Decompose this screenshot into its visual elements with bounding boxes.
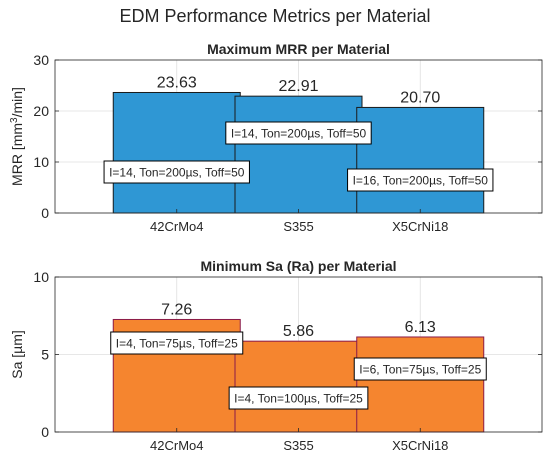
annotation-label: I=4, Ton=100µs, Toff=25: [234, 392, 363, 406]
chart-panel-1: 23.63 22.91 20.70 0 10 20 30 42CrMo4 S355 X5CrNi1…: [9, 41, 543, 234]
annotation-label: I=16, Ton=200µs, Toff=50: [353, 174, 489, 188]
y-tick-label: 30: [33, 52, 49, 68]
x-tick-label: 42CrMo4: [150, 219, 203, 234]
data-label: 20.70: [400, 89, 440, 106]
x-tick-label: S355: [283, 219, 313, 234]
annotation-label: I=14, Ton=200µs, Toff=50: [109, 166, 245, 180]
chart-panel-2: 7.26 5.86 6.13 0 5 10 42CrMo4 S355 X5CrNi18 Minim…: [9, 258, 543, 453]
annotation-box: [353, 357, 487, 381]
figure-title: EDM Performance Metrics per Material: [119, 6, 430, 26]
data-label: 23.63: [157, 74, 197, 91]
panel-title: Minimum Sa (Ra) per Material: [200, 258, 396, 274]
annotation-box: [103, 160, 250, 184]
x-tick-label: X5CrNi18: [392, 219, 448, 234]
annotation-box: [347, 168, 494, 192]
bar-42CrMo4: [112, 91, 241, 214]
data-label: 22.91: [278, 78, 318, 95]
annotation-label: I=14, Ton=200µs, Toff=50: [231, 127, 367, 141]
annotation-box: [225, 121, 372, 145]
x-tick-label: X5CrNi18: [392, 438, 448, 453]
bar-X5CrNi18: [356, 336, 485, 433]
y-tick-label: 0: [41, 205, 49, 221]
y-tick-label: 10: [33, 269, 49, 285]
panel-title: Maximum MRR per Material: [207, 41, 390, 57]
annotation-box: [110, 331, 244, 355]
y-tick-label: 10: [33, 154, 49, 170]
data-label: 5.86: [283, 323, 314, 340]
annotation-label: I=6, Ton=75µs, Toff=25: [359, 363, 481, 377]
data-label: 7.26: [161, 301, 192, 318]
y-tick-label: 20: [33, 103, 49, 119]
annotation-box: [228, 386, 369, 410]
x-tick-label: 42CrMo4: [150, 438, 203, 453]
data-label: 6.13: [405, 319, 436, 336]
y-tick-label: 5: [41, 347, 49, 363]
bar-S355: [234, 95, 363, 214]
x-tick-label: S355: [283, 438, 313, 453]
annotation-label: I=4, Ton=75µs, Toff=25: [116, 337, 238, 351]
bar-X5CrNi18: [356, 106, 485, 214]
y-axis-label: MRR [mm3/min]: [9, 87, 26, 186]
y-axis-label: Sa [µm]: [9, 330, 25, 379]
y-tick-label: 0: [41, 424, 49, 440]
